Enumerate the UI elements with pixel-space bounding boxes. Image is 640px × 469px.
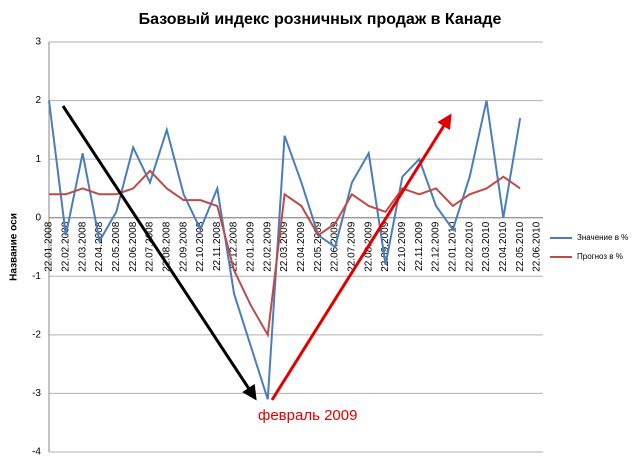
x-tick-label: 22.02.2010 (464, 221, 475, 271)
x-tick-label: 22.11.2009 (414, 221, 425, 271)
x-tick-label: 22.03.2009 (279, 221, 290, 271)
y-tick-label: 2 (35, 95, 41, 106)
y-tick-label: -1 (32, 271, 41, 282)
x-tick-label: 22.05.2009 (313, 221, 324, 271)
x-tick-label: 22.05.2008 (111, 221, 122, 271)
x-tick-label: 22.07.2008 (145, 221, 156, 271)
y-tick-label: 1 (35, 154, 41, 165)
y-tick-label: -2 (32, 329, 41, 340)
series-line (48, 100, 522, 400)
x-tick-label: 22.02.2008 (60, 221, 71, 271)
x-tick-label: 22.06.2008 (128, 221, 139, 271)
x-tick-label: 22.03.2008 (77, 221, 88, 271)
plot-area: -4 -3 -2 -1 0 1 2 3 22.01.2008 22.02.2008 22.03.20… (32, 37, 628, 458)
x-tick-label: 22.09.2009 (380, 221, 391, 271)
legend-label: Прогноз в % (577, 252, 623, 261)
x-tick-label: 22.02.2009 (262, 221, 273, 271)
arrow (61, 105, 257, 401)
y-tick-label: 0 (35, 212, 41, 223)
y-tick-label: -4 (32, 447, 41, 458)
x-tick-label: 22.04.2008 (94, 221, 105, 271)
x-tick-label: 22.01.2008 (44, 221, 55, 271)
arrow (270, 113, 452, 401)
chart-title: Базовый индекс розничных продаж в Канаде (139, 11, 502, 28)
y-tick-label: 3 (35, 37, 41, 48)
x-tick-label: 22.04.2009 (296, 221, 307, 271)
x-tick-label: 22.07.2009 (347, 221, 358, 271)
x-tick-label: 22.04.2010 (498, 221, 509, 271)
x-tick-label: 22.10.2008 (195, 221, 206, 271)
x-tick-label: 22.08.2008 (161, 221, 172, 271)
x-tick-label: 22.01.2009 (246, 221, 257, 271)
x-tick-label: 22.12.2008 (229, 221, 240, 271)
x-tick-label: 22.12.2009 (431, 221, 442, 271)
x-tick-label: 22.06.2010 (532, 221, 543, 271)
x-tick-label: 22.09.2008 (178, 221, 189, 271)
x-tick-label: 22.11.2008 (212, 221, 223, 271)
x-tick-label: 22.01.2010 (448, 221, 459, 271)
x-tick-label: 22.05.2010 (515, 221, 526, 271)
x-tick-label: 22.03.2010 (481, 221, 492, 271)
legend-label: Значение в % (577, 233, 628, 242)
x-tick-label: 22.10.2009 (397, 221, 408, 271)
annotation: февраль 2009 (258, 407, 357, 424)
y-tick-label: -3 (32, 388, 41, 399)
y-axis-label: Название оси (9, 213, 20, 281)
series-line (49, 169, 521, 338)
